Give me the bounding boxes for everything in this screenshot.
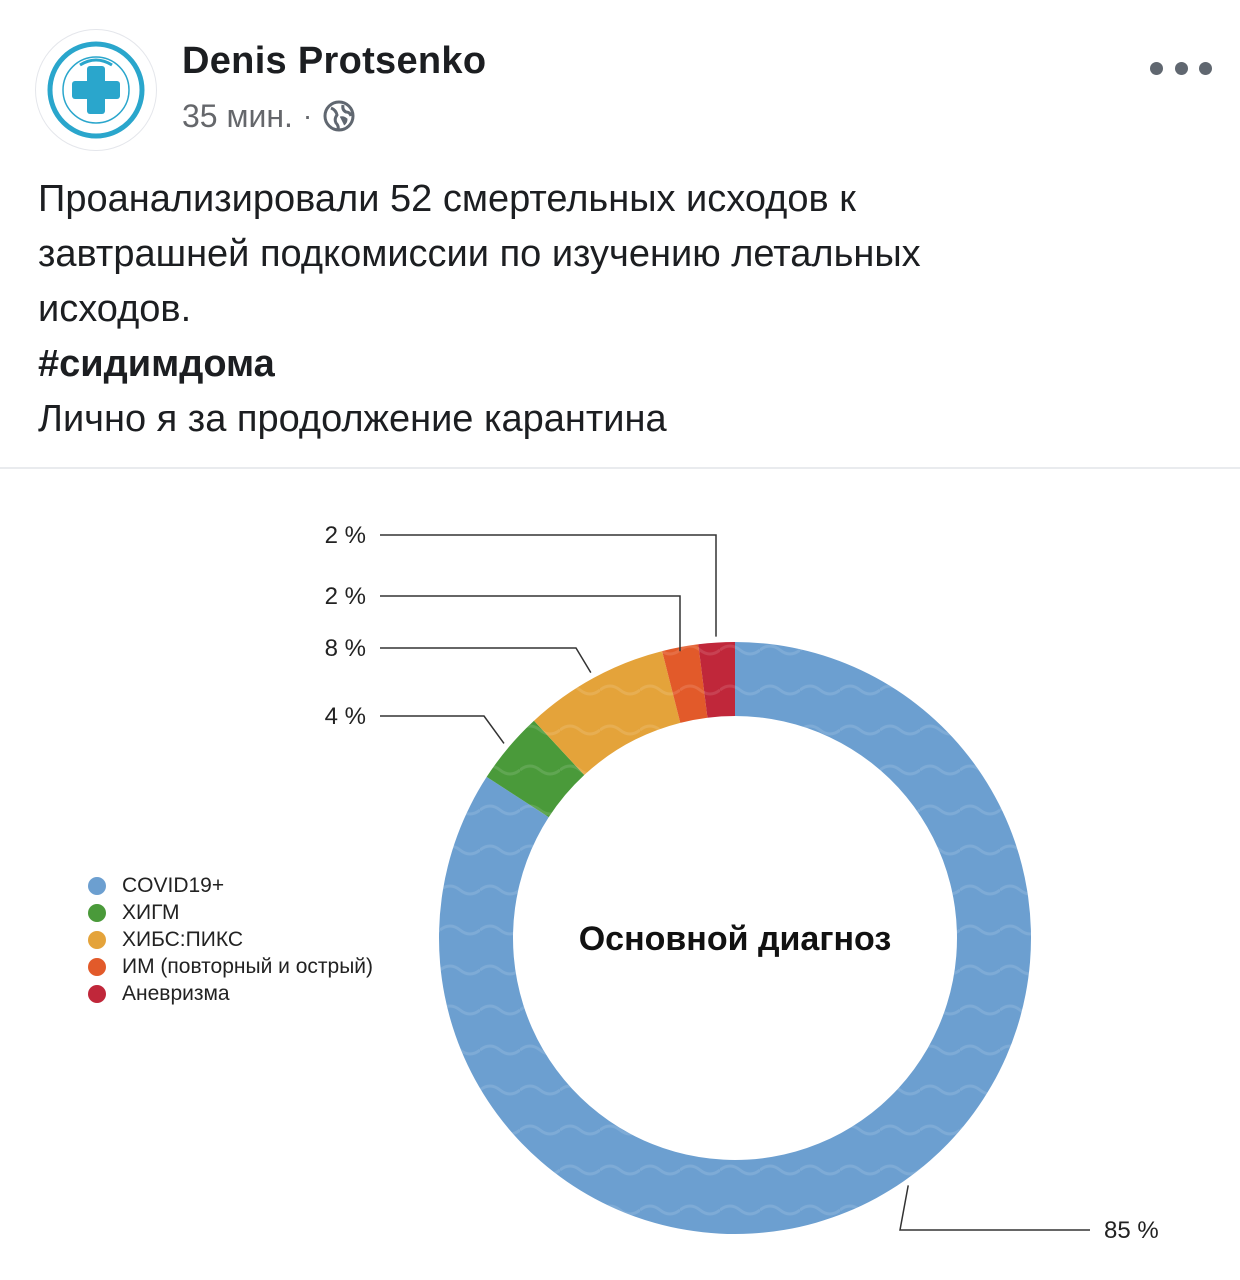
post-closing-line: Лично я за продолжение карантина: [38, 398, 667, 440]
legend-item: ХИГМ: [88, 899, 373, 926]
leader-line: [380, 715, 505, 744]
post-meta: 35 мин. ·: [182, 96, 356, 136]
chart-title: Основной диагноз: [579, 920, 892, 958]
legend-item: Аневризма: [88, 980, 373, 1007]
post-text-line: завтрашней подкомиссии по изучению летал…: [38, 233, 921, 275]
legend-swatch: [88, 903, 106, 922]
post-text-line: Проанализировали 52 смертельных исходов …: [38, 178, 856, 220]
legend-swatch: [88, 984, 106, 1003]
legend-label: ХИБС:ПИКС: [122, 927, 243, 951]
author-name[interactable]: Denis Protsenko: [182, 40, 487, 82]
post-timestamp[interactable]: 35 мин.: [182, 97, 293, 134]
legend-label: ИМ (повторный и острый): [122, 954, 374, 978]
pie-slice-texture: [533, 651, 681, 776]
data-label: 85 %: [1104, 1217, 1159, 1244]
legend-swatch: [88, 930, 106, 949]
donut-chart: 85 % 4 % 8 % 2 % 2 % Основной диагноз: [325, 522, 1159, 1244]
legend-item: ИМ (повторный и острый): [88, 953, 373, 980]
legend-item: ХИБС:ПИКС: [88, 926, 373, 953]
more-options-button[interactable]: [1150, 52, 1212, 84]
leader-line: [380, 595, 681, 652]
pie-slice-texture: [662, 644, 708, 723]
legend-swatch: [88, 957, 106, 976]
post-text-line: исходов.: [38, 288, 192, 330]
pie-slice-texture: [698, 642, 735, 718]
legend-label: ХИГМ: [122, 900, 180, 924]
globe-icon[interactable]: [322, 99, 356, 133]
post-body: Проанализировали 52 смертельных исходов …: [38, 172, 1208, 447]
data-label: 8 %: [325, 635, 366, 662]
post-header: Denis Protsenko 35 мин. ·: [0, 0, 1240, 160]
avatar[interactable]: [36, 30, 156, 150]
data-label: 4 %: [325, 703, 366, 730]
leader-line: [899, 1185, 1090, 1231]
chart-legend: COVID19+ ХИГМ ХИБС:ПИКС ИМ (повторный и ост…: [88, 872, 373, 1007]
post-image-chart[interactable]: 85 % 4 % 8 % 2 % 2 % Основной диагноз COVID1…: [0, 470, 1240, 1280]
medical-cross-logo: [47, 41, 145, 139]
legend-swatch: [88, 876, 106, 895]
hashtag-link[interactable]: #сидимдома: [38, 343, 275, 385]
data-label: 2 %: [325, 522, 366, 549]
more-dot-icon: [1199, 61, 1212, 75]
more-dot-icon: [1150, 61, 1163, 75]
divider: [0, 467, 1240, 469]
meta-separator: ·: [302, 100, 313, 131]
pie-slice-texture: [486, 720, 585, 818]
leader-line: [380, 647, 592, 674]
legend-label: Аневризма: [122, 981, 230, 1005]
more-dot-icon: [1174, 61, 1188, 75]
legend-item: COVID19+: [88, 872, 373, 899]
data-label: 2 %: [325, 583, 366, 610]
leader-line: [380, 534, 717, 637]
legend-label: COVID19+: [122, 873, 225, 897]
